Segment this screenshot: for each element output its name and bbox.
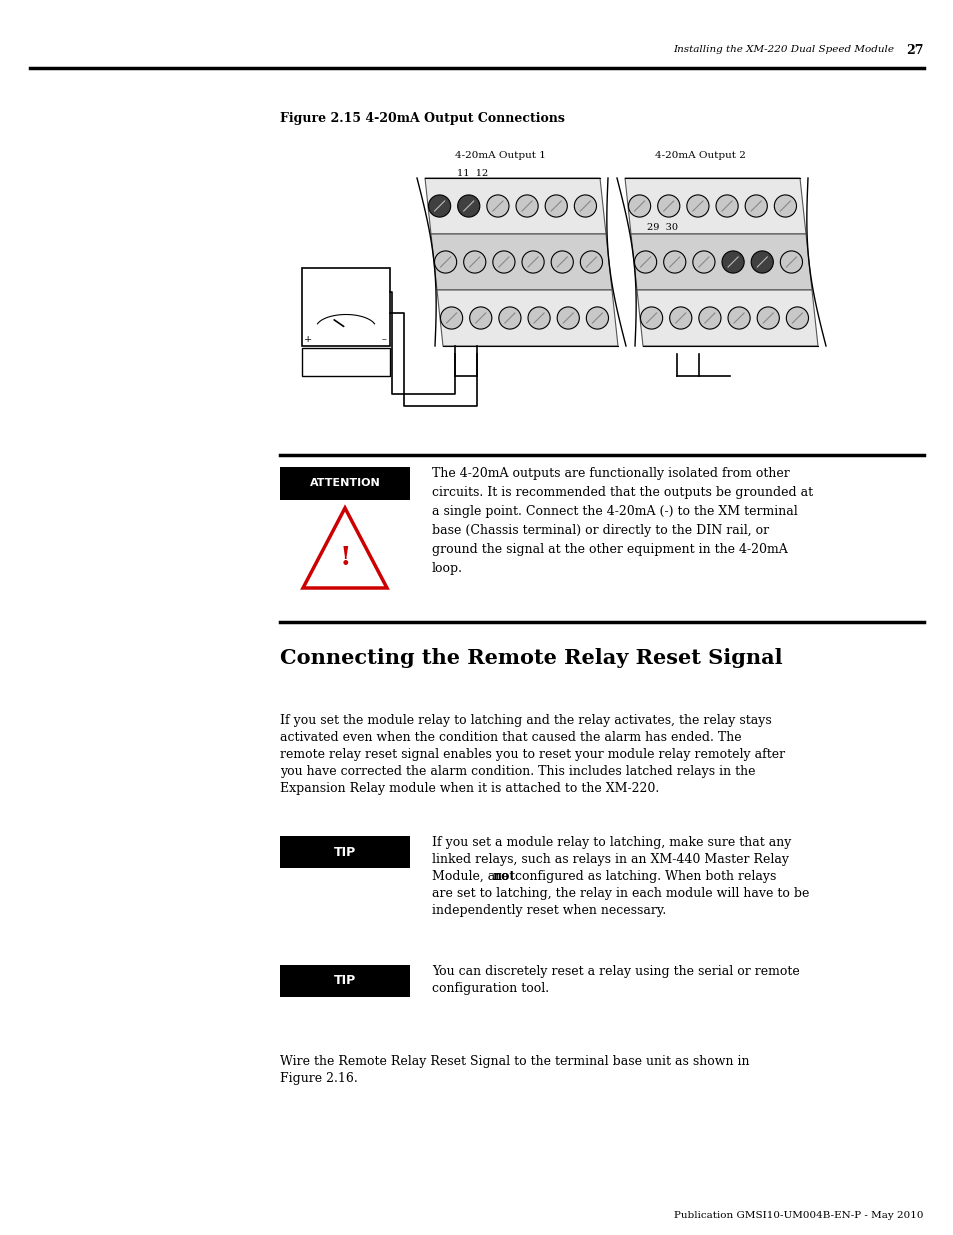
Circle shape [557,308,578,329]
Circle shape [516,195,537,217]
Circle shape [727,308,749,329]
Circle shape [744,195,766,217]
Circle shape [544,195,567,217]
Circle shape [469,308,492,329]
FancyBboxPatch shape [302,268,390,346]
Text: configuration tool.: configuration tool. [432,982,549,995]
Text: loop.: loop. [432,562,462,576]
Polygon shape [436,290,618,346]
Text: +: + [304,336,312,345]
Circle shape [434,251,456,273]
Text: not: not [492,869,516,883]
FancyBboxPatch shape [280,836,410,868]
Circle shape [657,195,679,217]
FancyBboxPatch shape [302,348,390,375]
Polygon shape [424,178,605,233]
Text: Connecting the Remote Relay Reset Signal: Connecting the Remote Relay Reset Signal [280,648,781,668]
Text: linked relays, such as relays in an XM-440 Master Relay: linked relays, such as relays in an XM-4… [432,853,788,866]
Text: TIP: TIP [334,974,355,988]
Text: base (Chassis terminal) or directly to the DIN rail, or: base (Chassis terminal) or directly to t… [432,524,768,537]
Text: Installing the XM-220 Dual Speed Module: Installing the XM-220 Dual Speed Module [672,46,893,54]
Circle shape [428,195,450,217]
Circle shape [663,251,685,273]
Circle shape [757,308,779,329]
Text: 4-20mA Output 2: 4-20mA Output 2 [654,151,744,159]
Text: If you set a module relay to latching, make sure that any: If you set a module relay to latching, m… [432,836,791,848]
Circle shape [699,308,720,329]
Text: independently reset when necessary.: independently reset when necessary. [432,904,665,918]
Text: ground the signal at the other equipment in the 4-20mA: ground the signal at the other equipment… [432,543,787,556]
Text: activated even when the condition that caused the alarm has ended. The: activated even when the condition that c… [280,731,740,743]
Text: remote relay reset signal enables you to reset your module relay remotely after: remote relay reset signal enables you to… [280,748,784,761]
Text: Publication GMSI10-UM004B-EN-P - May 2010: Publication GMSI10-UM004B-EN-P - May 201… [674,1210,923,1219]
Text: The 4-20mA outputs are functionally isolated from other: The 4-20mA outputs are functionally isol… [432,467,789,480]
Circle shape [669,308,691,329]
Circle shape [686,195,708,217]
Circle shape [716,195,738,217]
Circle shape [486,195,509,217]
Circle shape [628,195,650,217]
Circle shape [574,195,596,217]
Polygon shape [637,290,817,346]
Circle shape [521,251,543,273]
Text: –: – [381,336,386,345]
Text: 4-20mA Output 1: 4-20mA Output 1 [454,151,545,159]
Circle shape [785,308,807,329]
Text: a single point. Connect the 4-20mA (-) to the XM terminal: a single point. Connect the 4-20mA (-) t… [432,505,797,517]
Circle shape [579,251,602,273]
FancyBboxPatch shape [280,965,410,997]
Text: configured as latching. When both relays: configured as latching. When both relays [510,869,775,883]
Circle shape [721,251,743,273]
Text: 11  12: 11 12 [456,169,488,179]
Text: Figure 2.15 4-20mA Output Connections: Figure 2.15 4-20mA Output Connections [280,112,564,125]
Text: TIP: TIP [334,846,355,858]
Circle shape [692,251,714,273]
Circle shape [498,308,520,329]
Text: You can discretely reset a relay using the serial or remote: You can discretely reset a relay using t… [432,965,799,978]
Circle shape [634,251,656,273]
Circle shape [586,308,608,329]
Circle shape [639,308,662,329]
FancyBboxPatch shape [280,467,410,500]
Circle shape [750,251,773,273]
Text: If you set the module relay to latching and the relay activates, the relay stays: If you set the module relay to latching … [280,714,771,727]
Text: are set to latching, the relay in each module will have to be: are set to latching, the relay in each m… [432,887,808,900]
Circle shape [527,308,550,329]
Text: circuits. It is recommended that the outputs be grounded at: circuits. It is recommended that the out… [432,487,812,499]
Circle shape [774,195,796,217]
Circle shape [440,308,462,329]
Circle shape [493,251,515,273]
Circle shape [780,251,801,273]
Polygon shape [303,508,387,588]
Text: ATTENTION: ATTENTION [310,478,380,489]
Circle shape [457,195,479,217]
Text: 29  30: 29 30 [646,224,678,232]
Polygon shape [431,233,612,290]
Text: 27: 27 [905,43,923,57]
Polygon shape [624,178,805,233]
Text: Module, are: Module, are [432,869,512,883]
Text: you have corrected the alarm condition. This includes latched relays in the: you have corrected the alarm condition. … [280,764,755,778]
Circle shape [551,251,573,273]
Text: !: ! [339,545,351,571]
Text: Figure 2.16.: Figure 2.16. [280,1072,357,1086]
Circle shape [463,251,485,273]
Text: Expansion Relay module when it is attached to the XM-220.: Expansion Relay module when it is attach… [280,782,659,795]
Polygon shape [630,233,811,290]
Text: Wire the Remote Relay Reset Signal to the terminal base unit as shown in: Wire the Remote Relay Reset Signal to th… [280,1055,749,1068]
